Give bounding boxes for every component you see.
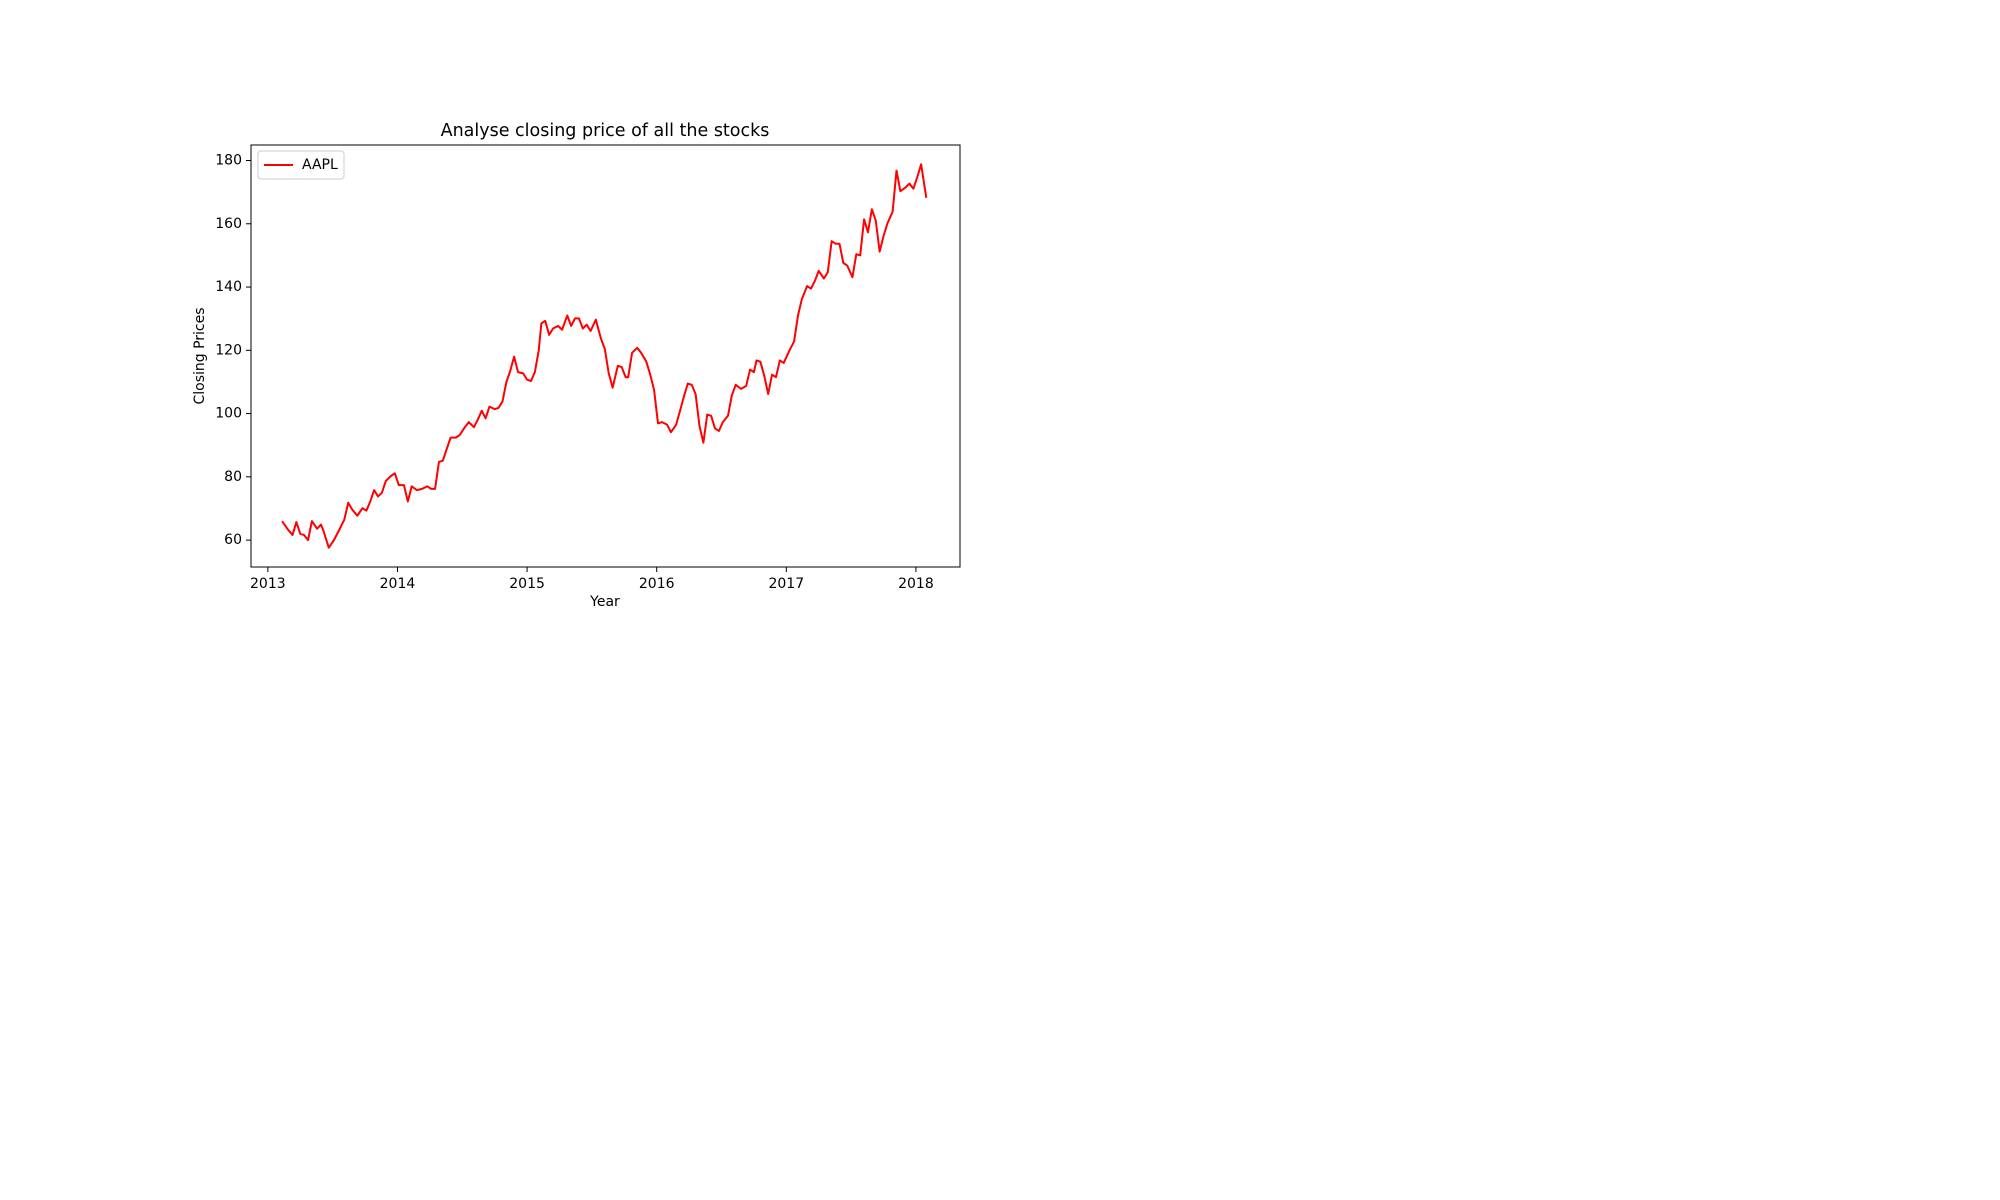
y-tick-label: 120 <box>215 342 242 358</box>
x-tick-label: 2018 <box>898 576 934 592</box>
y-tick-label: 140 <box>215 279 242 295</box>
plot-frame <box>250 144 961 568</box>
x-tick-label: 2016 <box>639 576 675 592</box>
x-axis-label: Year <box>589 594 620 610</box>
chart-title: Analyse closing price of all the stocks <box>441 121 770 141</box>
y-tick-label: 160 <box>215 216 242 232</box>
y-tick-label: 100 <box>215 406 242 422</box>
y-tick-label: 180 <box>215 153 242 169</box>
x-tick-label: 2015 <box>509 576 545 592</box>
y-axis-label: Closing Prices <box>192 307 208 404</box>
legend-label: AAPL <box>302 157 338 173</box>
y-tick-label: 60 <box>224 532 242 548</box>
legend-box <box>257 150 345 180</box>
x-tick-label: 2014 <box>380 576 416 592</box>
y-tick-label: 80 <box>224 469 242 485</box>
line-series <box>281 163 928 549</box>
x-tick-label: 2013 <box>250 576 286 592</box>
x-tick-label: 2017 <box>768 576 804 592</box>
legend: AAPL <box>257 150 345 180</box>
